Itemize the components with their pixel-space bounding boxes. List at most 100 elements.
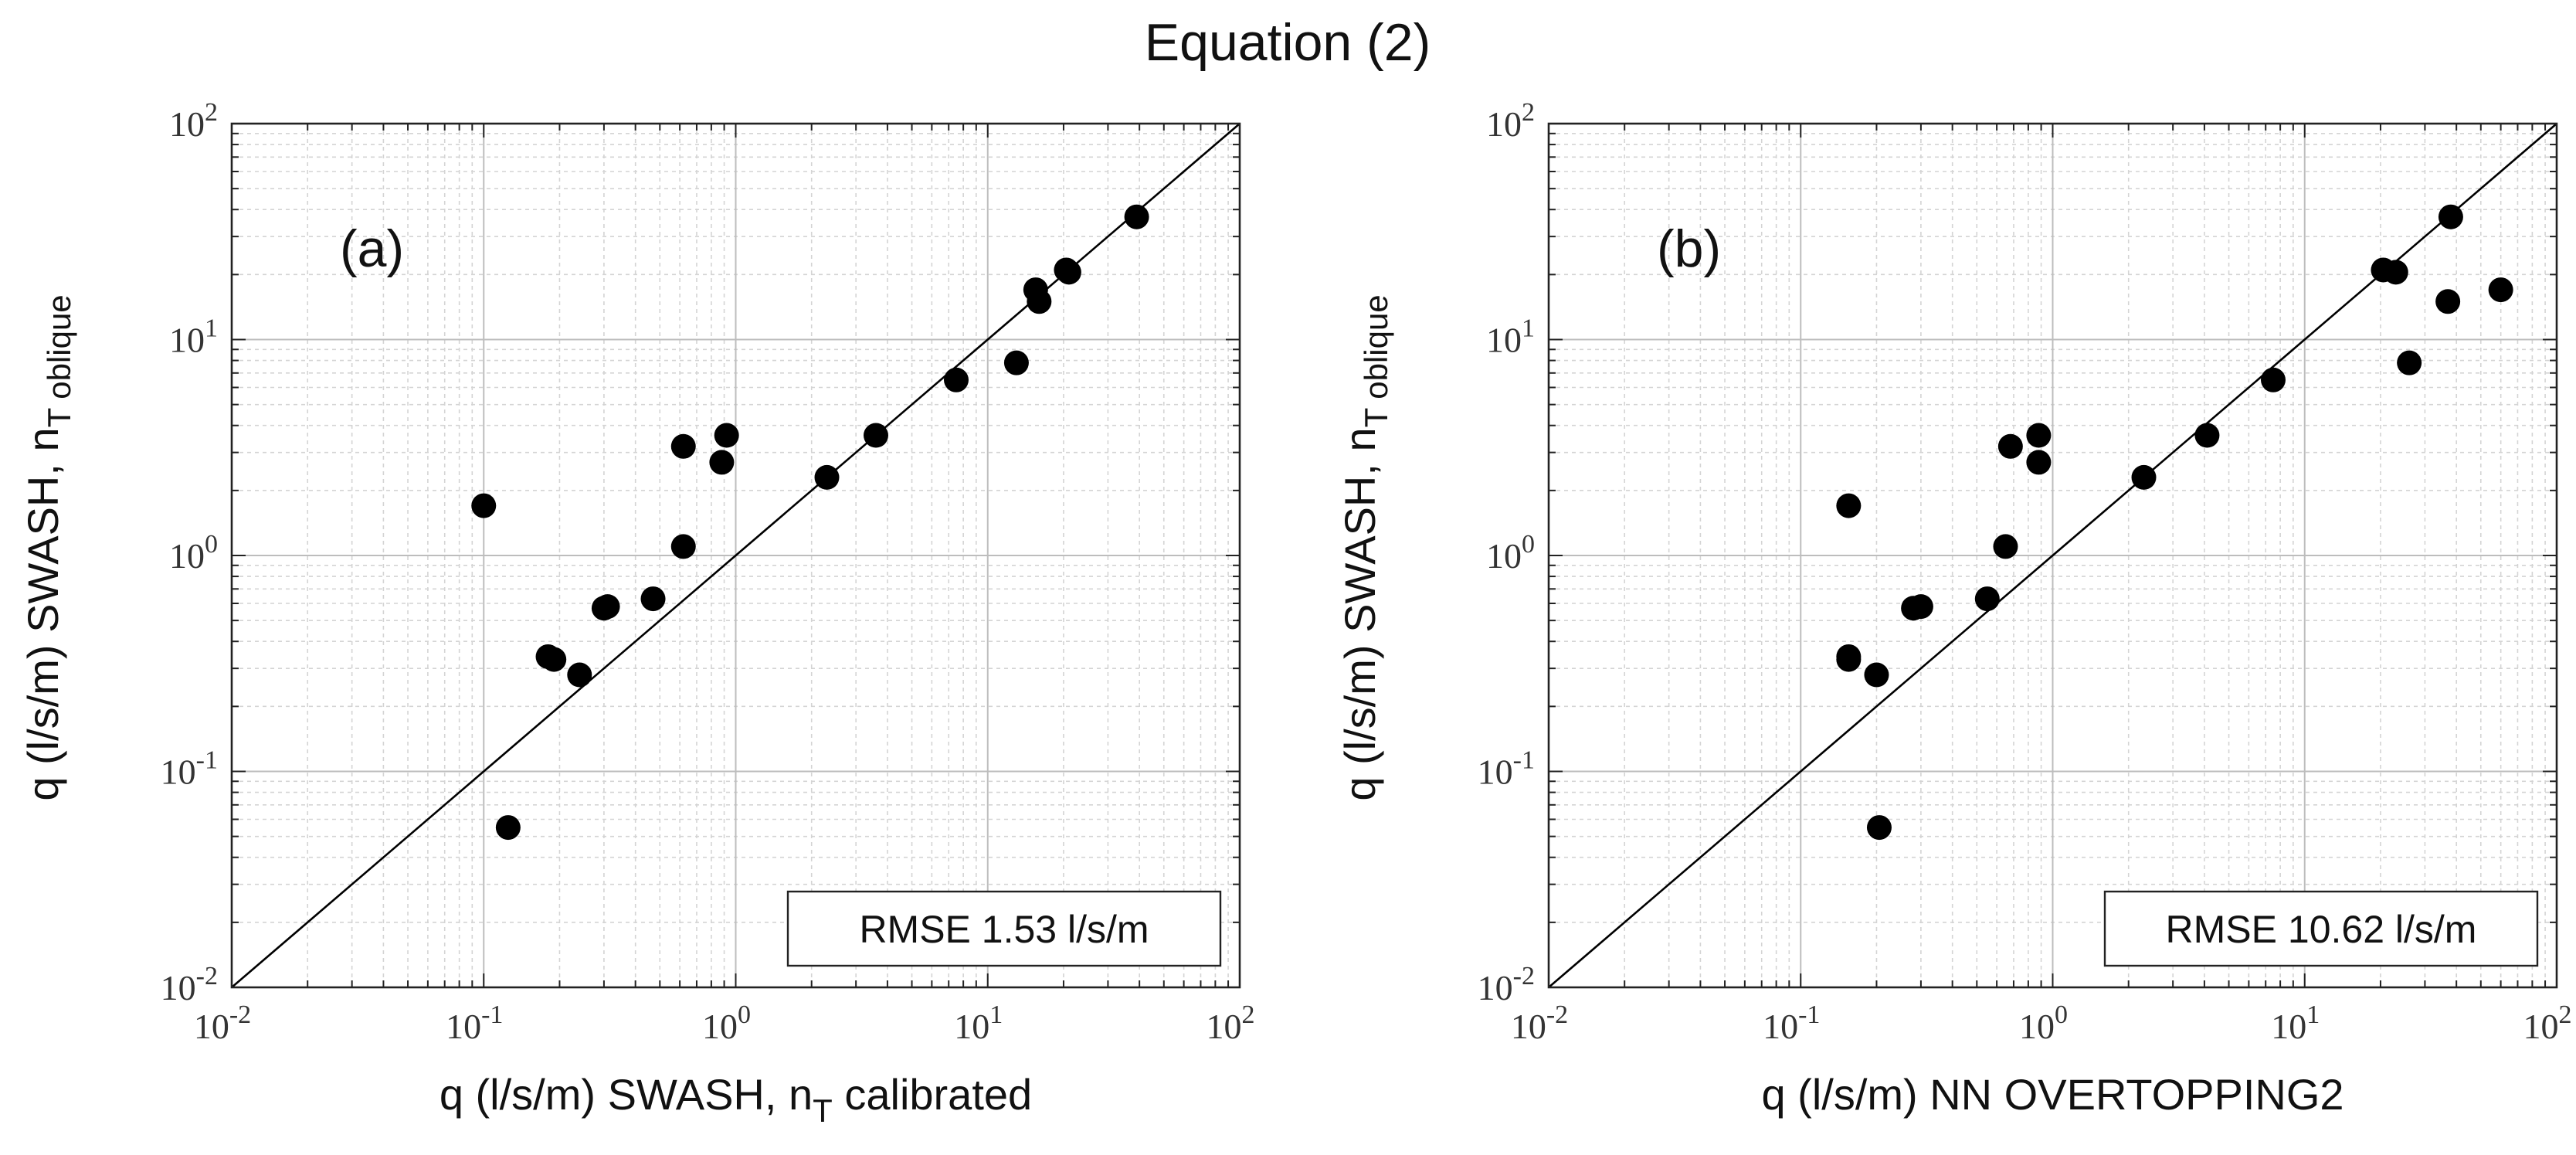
y-tick-base: 10 bbox=[1486, 536, 1522, 576]
y-axis-label-sub: T oblique bbox=[41, 294, 77, 427]
data-point bbox=[1836, 493, 1862, 518]
x-tick-base: 10 bbox=[702, 1007, 738, 1046]
x-tick-base: 10 bbox=[194, 1007, 229, 1046]
y-tick-exp: 0 bbox=[205, 530, 218, 559]
data-point bbox=[1836, 644, 1862, 669]
y-tick-exp: 0 bbox=[1522, 530, 1535, 559]
data-points bbox=[1836, 204, 2513, 841]
data-point bbox=[567, 662, 592, 688]
x-axis-label: q (l/s/m) SWASH, nT calibrated bbox=[440, 1070, 1032, 1129]
grid bbox=[232, 124, 1240, 987]
data-point bbox=[709, 450, 735, 475]
figure-title: Equation (2) bbox=[1145, 13, 1431, 72]
rmse-annotation: RMSE 10.62 l/s/m bbox=[2166, 908, 2477, 951]
data-point bbox=[2026, 450, 2052, 475]
x-tick-base: 10 bbox=[2019, 1007, 2055, 1046]
x-tick-label: 101 bbox=[2271, 1000, 2320, 1046]
y-tick-label: 100 bbox=[169, 530, 218, 576]
y-tick-base: 10 bbox=[1478, 968, 1513, 1007]
y-tick-base: 10 bbox=[169, 104, 205, 144]
x-tick-label: 102 bbox=[1207, 1000, 1255, 1046]
x-tick-base: 10 bbox=[2523, 1007, 2559, 1046]
y-axis-label-main: q (l/s/m) SWASH, n bbox=[1336, 427, 1384, 800]
x-tick-exp: 0 bbox=[2055, 1000, 2068, 1029]
panel-label: (b) bbox=[1657, 219, 1721, 278]
y-tick-base: 10 bbox=[1478, 752, 1513, 792]
data-point bbox=[471, 493, 497, 518]
y-tick-label: 102 bbox=[1486, 98, 1535, 144]
x-tick-label: 100 bbox=[702, 1000, 751, 1046]
y-tick-label: 101 bbox=[169, 314, 218, 360]
data-point bbox=[1901, 596, 1926, 621]
data-point bbox=[670, 534, 696, 559]
data-point bbox=[2026, 423, 2052, 448]
data-point bbox=[1056, 260, 1081, 285]
x-axis-label-main: q (l/s/m) NN OVERTOPPING2 bbox=[1761, 1070, 2344, 1119]
data-point bbox=[1124, 204, 1149, 229]
x-tick-exp: 1 bbox=[989, 1000, 1003, 1029]
y-tick-label: 10-2 bbox=[161, 962, 218, 1007]
x-tick-base: 10 bbox=[1763, 1007, 1798, 1046]
data-point bbox=[1974, 586, 2000, 612]
y-axis-label-main: q (l/s/m) SWASH, n bbox=[19, 427, 67, 800]
x-tick-base: 10 bbox=[2271, 1007, 2306, 1046]
y-tick-label: 10-2 bbox=[1478, 962, 1535, 1007]
ticks bbox=[1548, 123, 2557, 988]
data-point bbox=[1003, 350, 1029, 375]
x-tick-label: 10-2 bbox=[1511, 1000, 1568, 1046]
x-tick-exp: -2 bbox=[229, 1000, 251, 1029]
data-point bbox=[2194, 423, 2220, 448]
y-tick-label: 10-1 bbox=[1478, 746, 1535, 792]
data-point bbox=[2438, 204, 2463, 229]
x-tick-exp: 2 bbox=[2559, 1000, 2572, 1029]
data-points bbox=[471, 204, 1149, 841]
data-point bbox=[1997, 433, 2023, 459]
x-tick-exp: -1 bbox=[1798, 1000, 1820, 1029]
data-point bbox=[2397, 350, 2422, 375]
data-point bbox=[863, 423, 888, 448]
y-tick-base: 10 bbox=[1486, 104, 1522, 144]
data-point bbox=[640, 586, 666, 612]
panel-label: (a) bbox=[340, 219, 404, 278]
y-tick-base: 10 bbox=[169, 536, 205, 576]
y-tick-exp: 2 bbox=[1522, 98, 1535, 127]
y-tick-label: 102 bbox=[169, 98, 218, 144]
ticks bbox=[231, 123, 1240, 988]
x-tick-label: 10-2 bbox=[194, 1000, 251, 1046]
y-tick-base: 10 bbox=[1486, 321, 1522, 360]
data-point bbox=[591, 596, 616, 621]
data-point bbox=[2488, 277, 2513, 303]
y-axis-label-sub: T oblique bbox=[1358, 294, 1394, 427]
y-axis-label: q (l/s/m) SWASH, nT oblique bbox=[1336, 294, 1394, 800]
x-tick-exp: -2 bbox=[1546, 1000, 1568, 1029]
data-point bbox=[714, 423, 739, 448]
rmse-annotation: RMSE 1.53 l/s/m bbox=[859, 908, 1149, 951]
data-point bbox=[2435, 289, 2461, 314]
x-tick-label: 10-1 bbox=[1763, 1000, 1820, 1046]
x-tick-exp: 1 bbox=[2306, 1000, 2320, 1029]
data-point bbox=[535, 644, 561, 669]
y-tick-exp: -2 bbox=[1513, 962, 1535, 990]
x-tick-base: 10 bbox=[446, 1007, 481, 1046]
y-tick-exp: 1 bbox=[205, 314, 218, 343]
x-tick-exp: 0 bbox=[738, 1000, 751, 1029]
y-tick-label: 101 bbox=[1486, 314, 1535, 360]
data-point bbox=[1866, 815, 1892, 841]
x-tick-base: 10 bbox=[1511, 1007, 1546, 1046]
x-axis-label-sub: T bbox=[813, 1092, 833, 1129]
y-tick-exp: -1 bbox=[1513, 746, 1535, 775]
data-point bbox=[495, 815, 521, 841]
data-point bbox=[814, 464, 840, 490]
y-tick-exp: 1 bbox=[1522, 314, 1535, 343]
x-tick-exp: -1 bbox=[481, 1000, 503, 1029]
y-tick-label: 100 bbox=[1486, 530, 1535, 576]
data-point bbox=[1993, 534, 2018, 559]
x-tick-label: 101 bbox=[954, 1000, 1003, 1046]
x-tick-exp: 2 bbox=[1242, 1000, 1255, 1029]
y-tick-exp: -1 bbox=[196, 746, 218, 775]
data-point bbox=[943, 367, 969, 392]
x-tick-base: 10 bbox=[1207, 1007, 1242, 1046]
